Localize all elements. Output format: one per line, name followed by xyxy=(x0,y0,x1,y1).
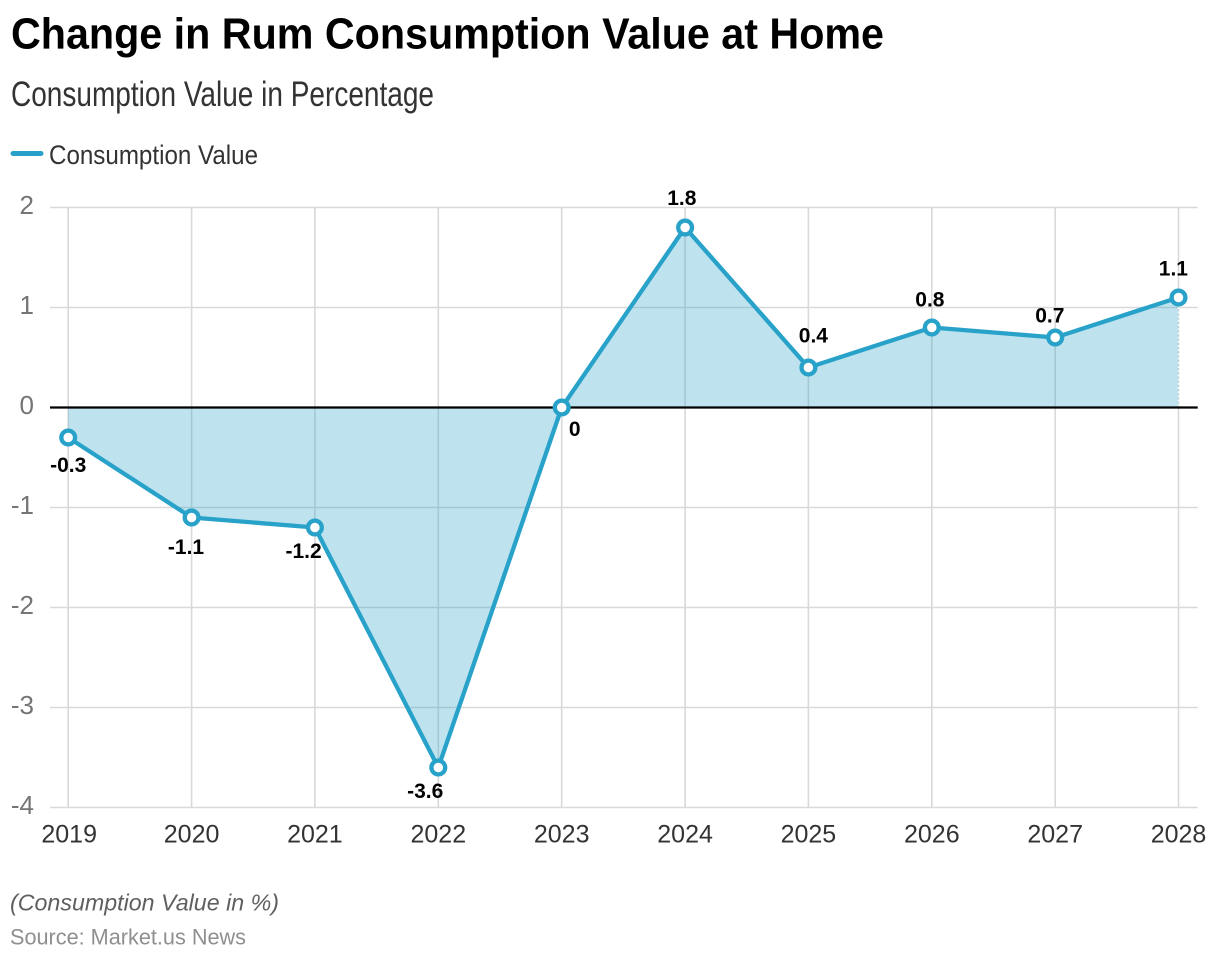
svg-text:2024: 2024 xyxy=(657,820,713,848)
svg-text:1: 1 xyxy=(20,290,34,320)
svg-text:2022: 2022 xyxy=(410,820,466,848)
svg-text:2021: 2021 xyxy=(287,820,343,848)
svg-text:0: 0 xyxy=(569,418,581,441)
svg-text:2026: 2026 xyxy=(904,820,960,848)
svg-text:-2: -2 xyxy=(11,590,34,620)
svg-text:2023: 2023 xyxy=(534,820,590,848)
svg-text:-4: -4 xyxy=(11,790,34,820)
svg-text:-3: -3 xyxy=(11,690,34,720)
svg-text:-3.6: -3.6 xyxy=(407,780,443,803)
svg-text:2020: 2020 xyxy=(164,820,220,848)
svg-text:0: 0 xyxy=(20,390,34,420)
svg-text:0.4: 0.4 xyxy=(799,325,829,348)
svg-text:-1: -1 xyxy=(11,490,34,520)
svg-text:1.8: 1.8 xyxy=(667,187,697,210)
svg-text:(Consumption Value in %): (Consumption Value in %) xyxy=(10,890,279,916)
svg-text:2019: 2019 xyxy=(41,820,97,848)
svg-text:0.8: 0.8 xyxy=(915,288,945,311)
svg-text:-1.2: -1.2 xyxy=(286,540,322,563)
svg-text:Change in Rum Consumption Valu: Change in Rum Consumption Value at Home xyxy=(11,10,884,59)
svg-text:Consumption Value in Percentag: Consumption Value in Percentage xyxy=(11,75,434,114)
svg-text:Consumption Value: Consumption Value xyxy=(49,140,258,170)
svg-text:2028: 2028 xyxy=(1151,820,1207,848)
svg-text:0.7: 0.7 xyxy=(1035,304,1064,327)
svg-text:-0.3: -0.3 xyxy=(50,454,86,477)
svg-text:1.1: 1.1 xyxy=(1159,258,1189,281)
svg-text:2: 2 xyxy=(20,190,34,220)
svg-text:2027: 2027 xyxy=(1027,820,1083,848)
svg-text:2025: 2025 xyxy=(781,820,837,848)
svg-text:Source: Market.us News: Source: Market.us News xyxy=(10,925,246,950)
svg-text:-1.1: -1.1 xyxy=(168,536,205,559)
